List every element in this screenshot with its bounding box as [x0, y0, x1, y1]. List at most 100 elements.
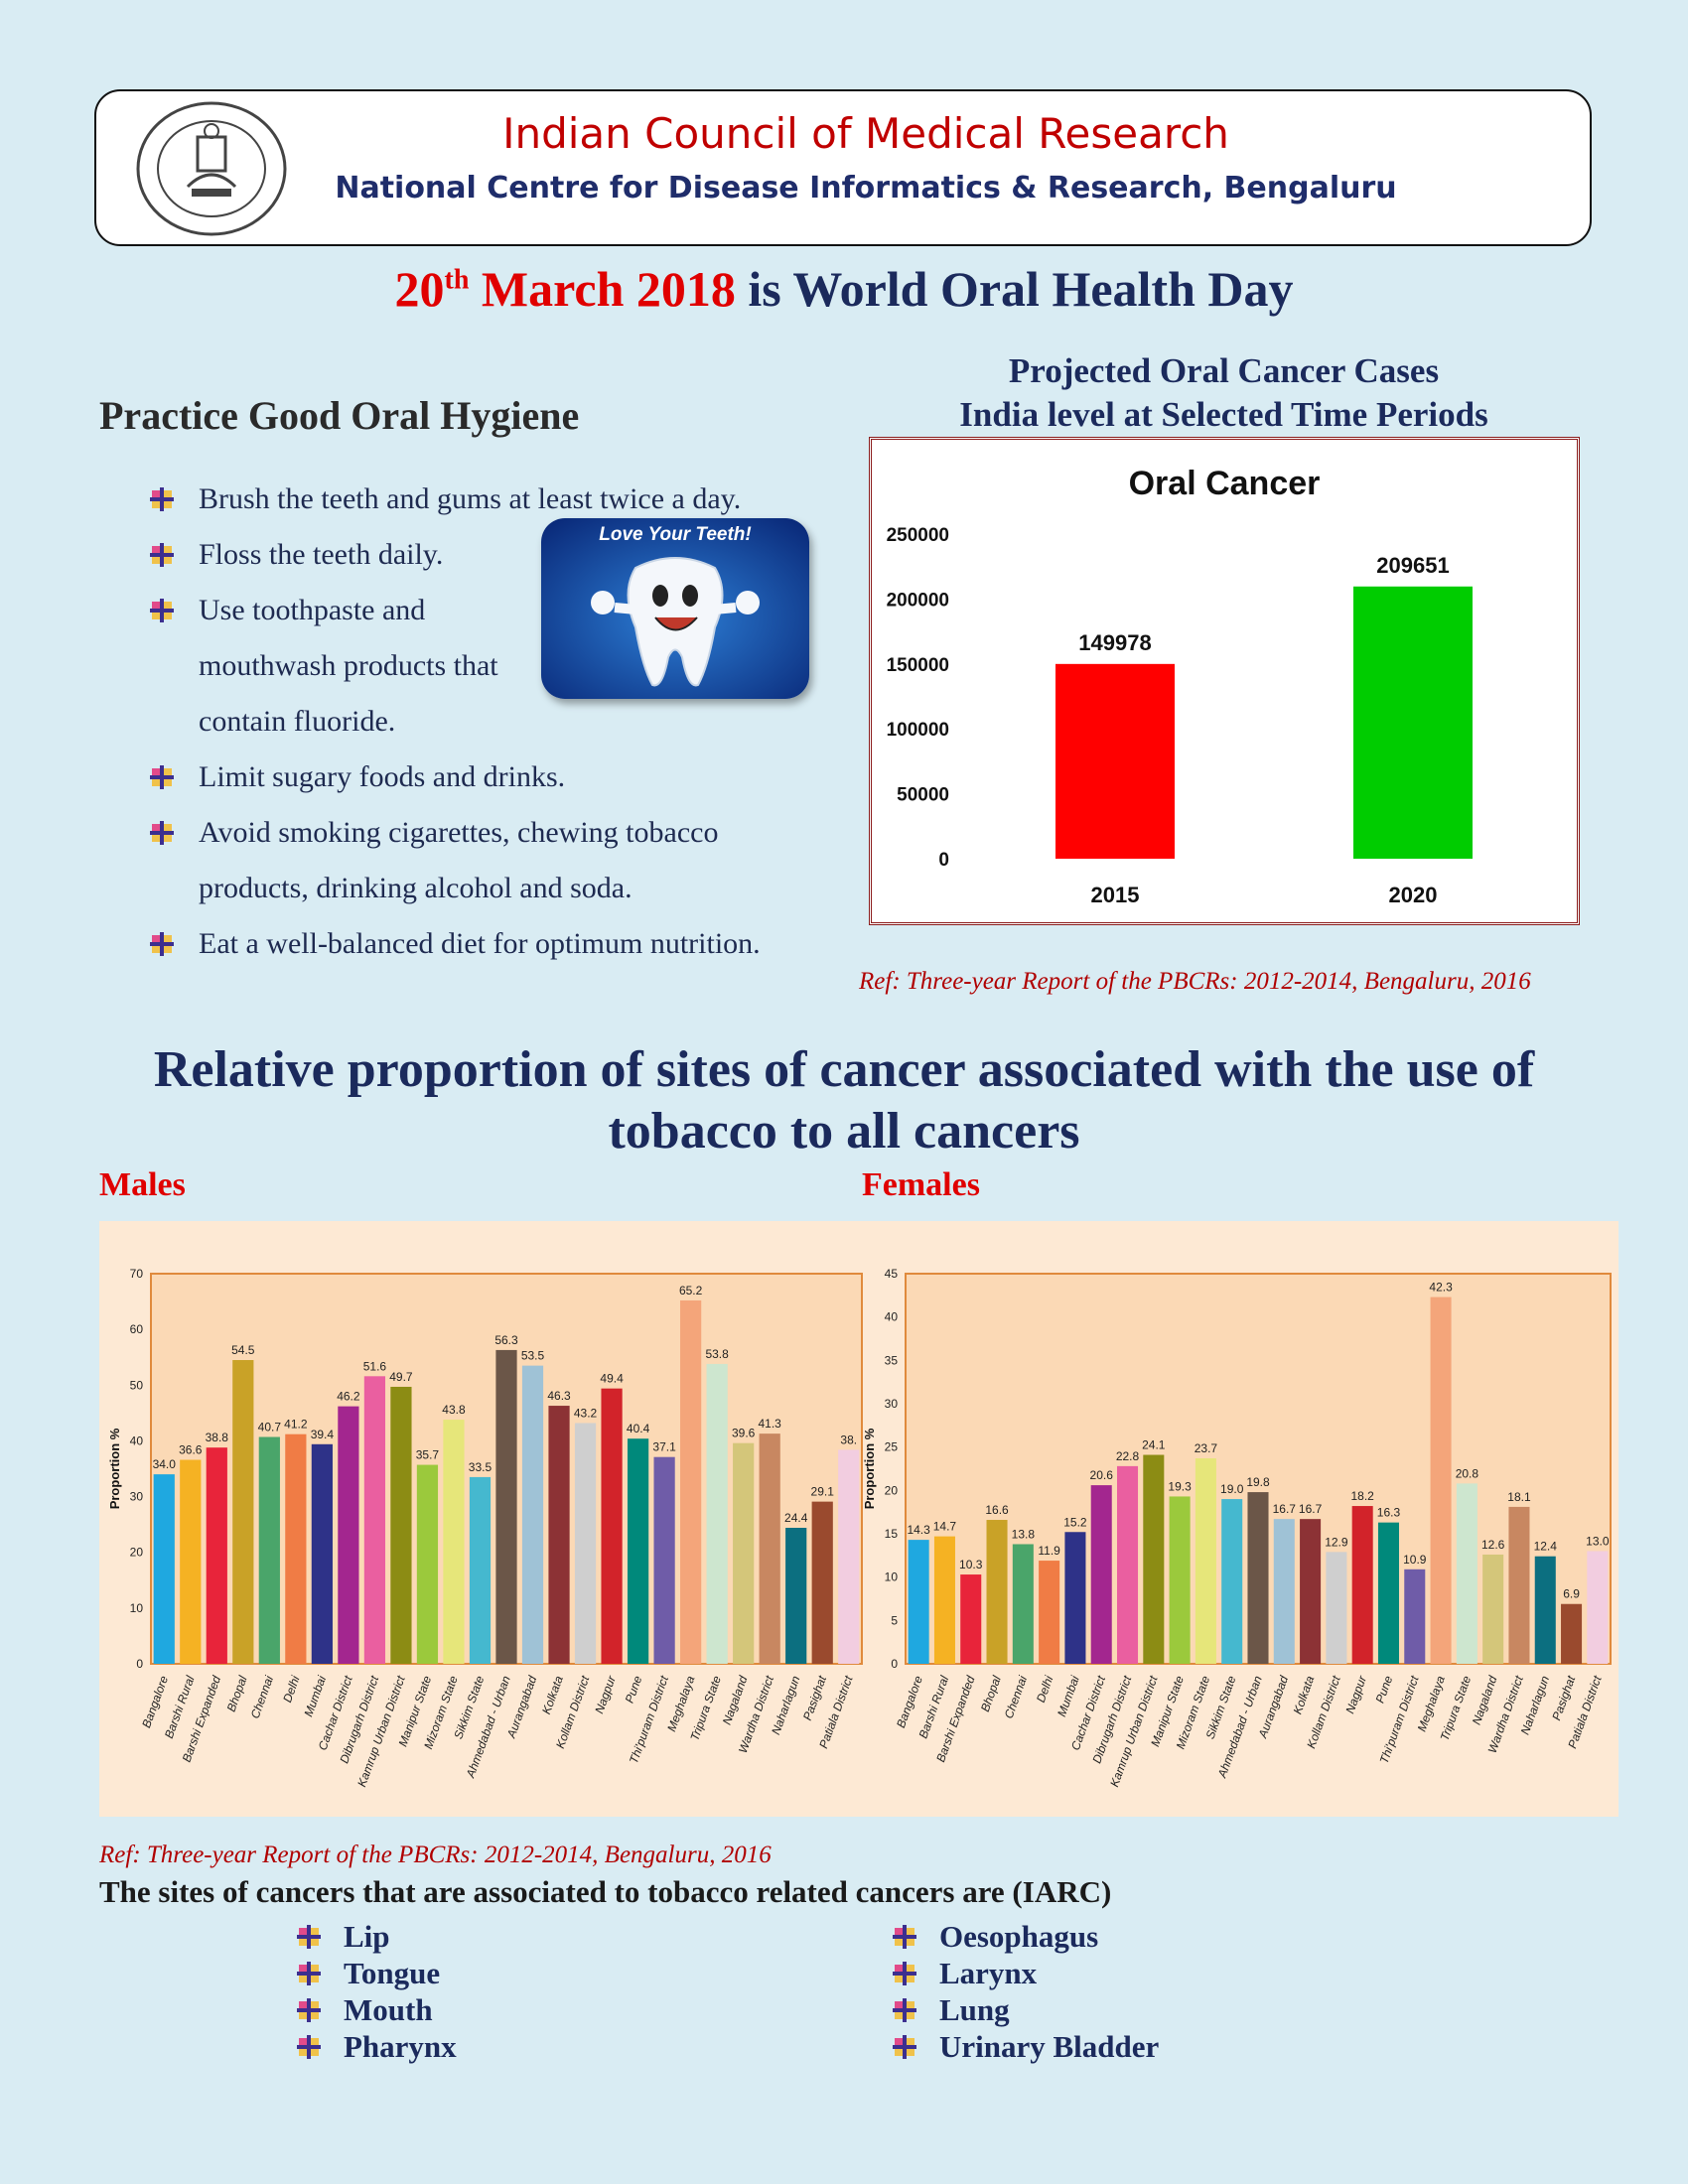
data-label: 34.0	[153, 1457, 177, 1471]
list-item: Lung	[892, 1991, 1159, 2028]
bar	[469, 1476, 492, 1664]
bar	[1221, 1499, 1243, 1664]
y-tick-label: 250000	[887, 525, 949, 546]
males-label: Males	[99, 1166, 186, 1203]
relative-title: Relative proportion of sites of cancer a…	[153, 1041, 1535, 1160]
bullet-icon	[150, 765, 174, 789]
y-tick-label: 70	[130, 1267, 144, 1281]
bar	[363, 1376, 386, 1664]
data-label: 38.8	[206, 1431, 229, 1444]
data-label: 12.4	[1534, 1540, 1558, 1554]
bar	[258, 1436, 280, 1664]
y-axis-label: Proportion %	[864, 1428, 877, 1509]
y-tick-label: 50	[130, 1378, 144, 1392]
list-item-continuation: contain fluoride.	[199, 705, 396, 738]
hygiene-title: Practice Good Oral Hygiene	[99, 393, 580, 438]
bullet-icon	[150, 599, 174, 622]
data-label: 46.3	[547, 1389, 571, 1403]
data-label: 19.3	[1168, 1479, 1192, 1493]
data-label: 149978	[1078, 630, 1151, 655]
data-label: 53.5	[521, 1349, 545, 1363]
data-label: 35.7	[416, 1448, 440, 1462]
bar	[574, 1423, 597, 1664]
data-label: 41.3	[759, 1417, 782, 1431]
bar	[680, 1299, 702, 1664]
bar	[1456, 1483, 1477, 1664]
y-tick-label: 200000	[887, 590, 949, 611]
bar	[1273, 1519, 1295, 1664]
bar	[206, 1447, 227, 1664]
x-tick-label: Bhopal	[224, 1674, 250, 1713]
data-label: 20.6	[1090, 1468, 1114, 1482]
y-tick-label: 0	[136, 1657, 143, 1671]
y-tick-label: 30	[130, 1490, 144, 1504]
x-tick-label: Pune	[1373, 1674, 1396, 1705]
bullet-icon	[150, 543, 174, 567]
projection-ref: Ref: Three-year Report of the PBCRs: 201…	[859, 968, 1531, 995]
bar	[1430, 1297, 1452, 1664]
data-label: 37.1	[652, 1440, 676, 1454]
headline-rest: is World Oral Health Day	[748, 261, 1294, 317]
x-tick-label: Kolkata	[1291, 1674, 1318, 1716]
chart-title: Oral Cancer	[1129, 465, 1321, 502]
bar	[1326, 1552, 1347, 1664]
y-tick-label: 0	[891, 1657, 898, 1671]
y-tick-label: 25	[885, 1440, 899, 1454]
data-label: 33.5	[469, 1460, 492, 1474]
x-tick-label: Mumbai	[1055, 1674, 1082, 1718]
list-item: Avoid smoking cigarettes, chewing tobacc…	[149, 805, 834, 861]
y-tick-label: 10	[885, 1570, 899, 1584]
y-tick-label: 20	[885, 1483, 899, 1497]
bar	[1117, 1465, 1139, 1664]
icmr-emblem	[136, 101, 287, 236]
oral-cancer-chart-box: Oral Cancer 0 50000 100000 150000 200000 25000…	[869, 437, 1580, 925]
data-label: 16.7	[1273, 1502, 1297, 1516]
bullet-icon	[150, 821, 174, 845]
data-label: 19.8	[1246, 1475, 1270, 1489]
bar	[1561, 1603, 1583, 1664]
bar	[1351, 1506, 1373, 1664]
sites-list-left: Lip Tongue Mouth Pharynx	[296, 1918, 457, 2065]
data-label: 41.2	[284, 1418, 308, 1432]
bar	[1055, 663, 1175, 859]
data-label: 10.3	[959, 1558, 983, 1571]
x-tick-label: Kolkata	[539, 1674, 566, 1716]
y-tick-label: 60	[130, 1322, 144, 1336]
data-label: 43.8	[442, 1403, 466, 1417]
bar	[416, 1464, 439, 1664]
y-tick-label: 40	[885, 1310, 899, 1324]
bar	[1090, 1485, 1112, 1664]
y-tick-label: 50000	[897, 785, 949, 806]
bar	[838, 1449, 860, 1664]
bullet-icon	[297, 1962, 321, 1985]
y-tick-label: 100000	[887, 720, 949, 741]
data-label: 11.9	[1038, 1544, 1060, 1558]
list-item: Urinary Bladder	[892, 2028, 1159, 2065]
bar	[1377, 1522, 1399, 1664]
bar	[1353, 586, 1473, 859]
bullet-icon	[893, 1998, 916, 2022]
proportion-charts-panel: 0 10 20 30 40 50 60 70 Proportion % 34.0 Bangalore…	[99, 1221, 1618, 1817]
bar	[1247, 1492, 1269, 1664]
org-name: Indian Council of Medical Research	[502, 109, 1229, 158]
list-item: Pharynx	[296, 2028, 457, 2065]
bar	[1508, 1506, 1530, 1664]
bar	[1482, 1554, 1504, 1664]
bar	[285, 1433, 307, 1664]
data-label: 16.3	[1377, 1506, 1401, 1520]
bar	[1587, 1551, 1609, 1664]
data-label: 10.9	[1403, 1553, 1427, 1567]
y-tick-label: 10	[130, 1601, 144, 1615]
list-item: Larynx	[892, 1955, 1159, 1991]
bar	[1195, 1458, 1216, 1664]
bar	[548, 1406, 570, 1664]
love-your-teeth-image: Love Your Teeth!	[541, 518, 809, 699]
data-label: 24.1	[1142, 1438, 1166, 1452]
sites-list-right: Oesophagus Larynx Lung Urinary Bladder	[892, 1918, 1159, 2065]
data-label: 19.0	[1220, 1482, 1244, 1496]
bar	[180, 1459, 202, 1664]
y-tick-label: 45	[885, 1267, 899, 1281]
bar	[311, 1443, 333, 1664]
data-label: 65.2	[679, 1284, 703, 1297]
bullet-icon	[893, 1925, 916, 1949]
